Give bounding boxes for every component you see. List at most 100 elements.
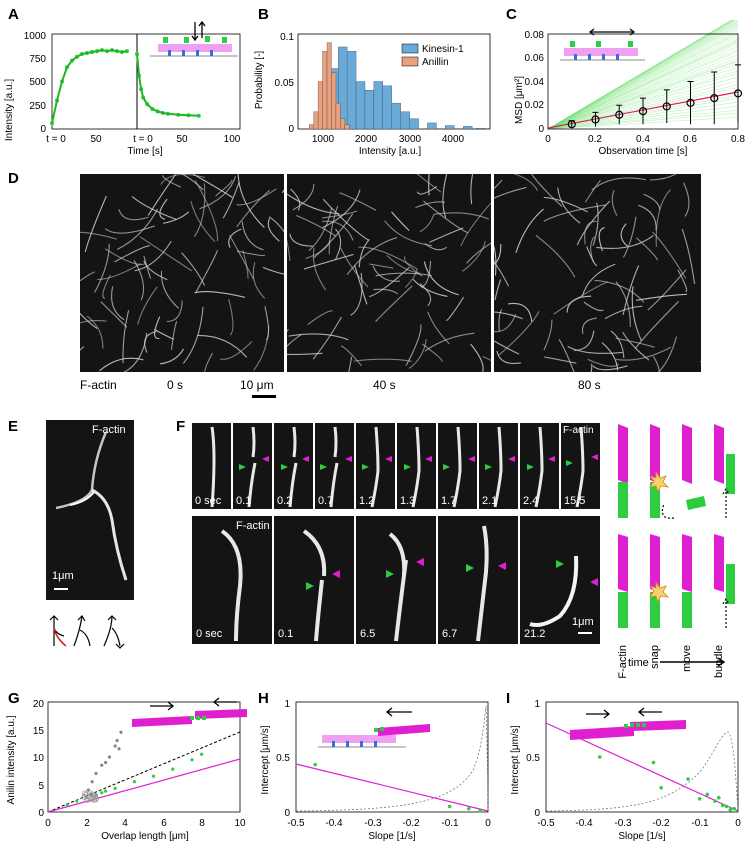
- i-point: [705, 792, 710, 797]
- a-ytick: 250: [29, 101, 46, 112]
- filament: [288, 333, 349, 341]
- f-top-frame: 0 sec: [192, 423, 231, 509]
- filament: [424, 242, 448, 251]
- filament: [237, 174, 265, 228]
- b-bar: [409, 118, 419, 130]
- f-schem-actin: [714, 424, 724, 484]
- c-trace: [547, 20, 734, 130]
- f-top-time: 1.7: [441, 495, 457, 507]
- f-bottom-frame: 0.1: [274, 516, 354, 644]
- filament: [181, 252, 206, 286]
- filament: [143, 260, 168, 281]
- filament: [375, 285, 413, 322]
- filament: [386, 254, 421, 274]
- g-point: [104, 789, 108, 793]
- f-schem-actin: [650, 534, 660, 592]
- filament: [262, 266, 284, 275]
- b-legend-kinesin: Kinesin-1: [422, 44, 464, 55]
- filament: [163, 211, 190, 224]
- f-top-time: 2.1: [482, 495, 498, 507]
- filament: [557, 187, 581, 224]
- b-ytick: 0.1: [280, 32, 294, 43]
- filament: [354, 265, 368, 305]
- filament: [592, 365, 628, 371]
- panel-letter-h: H: [258, 690, 269, 707]
- filament: [681, 228, 696, 285]
- filament: [424, 332, 475, 352]
- a-xtick: 100: [224, 134, 241, 145]
- c-trace: [547, 41, 739, 130]
- filament: [466, 242, 491, 264]
- filament: [419, 283, 432, 307]
- filament: [652, 356, 661, 372]
- i-point: [686, 777, 690, 781]
- f-top-time: 0.2: [277, 495, 293, 507]
- filament: [496, 350, 522, 364]
- g-point: [100, 791, 104, 795]
- filament: [197, 334, 248, 358]
- b-bar: [400, 111, 410, 130]
- filament: [358, 238, 370, 268]
- g-point-gray: [113, 744, 117, 748]
- filament: [683, 182, 690, 217]
- f-snap-star-icon: [648, 580, 670, 604]
- filament: [373, 288, 399, 295]
- filament: [553, 281, 609, 315]
- c-ytick: 0.02: [525, 100, 545, 111]
- filament: [620, 223, 629, 247]
- c-ytick: 0.08: [525, 30, 545, 41]
- filament: [590, 363, 593, 372]
- h-xtick: 0: [485, 818, 491, 829]
- f-top-frame: 0.2: [274, 423, 313, 509]
- panel-letter-f: F: [176, 418, 186, 435]
- c-trace: [547, 20, 739, 130]
- b-xtick: 3000: [399, 134, 422, 145]
- filament: [194, 180, 219, 242]
- c-ytick: 0.06: [525, 53, 545, 64]
- c-trace: [547, 46, 739, 130]
- f-top-time: 15.5: [564, 495, 586, 507]
- c-trace: [547, 38, 739, 130]
- filament: [460, 202, 491, 247]
- b-bar: [322, 51, 328, 130]
- filament: [292, 183, 315, 211]
- e-scalebar-label: 1μm: [52, 570, 74, 582]
- filament: [615, 281, 631, 328]
- i-point: [659, 786, 663, 790]
- filament: [139, 236, 192, 272]
- c-trace: [547, 40, 739, 130]
- filament: [111, 286, 125, 321]
- c-trace: [547, 25, 739, 130]
- filament: [416, 185, 438, 195]
- i-point: [597, 755, 602, 759]
- c-trace: [547, 49, 739, 130]
- filament: [442, 174, 448, 218]
- filament: [160, 270, 180, 309]
- filament: [404, 268, 418, 289]
- filament: [583, 301, 604, 312]
- e-branch-schematic-icon: [49, 615, 125, 649]
- filament: [419, 213, 435, 233]
- filament: [515, 208, 544, 253]
- c-trace: [547, 23, 739, 130]
- i-point: [713, 799, 717, 803]
- i-schematic-icon: [570, 707, 686, 740]
- filament: [228, 299, 234, 336]
- filament: [573, 330, 595, 351]
- g-point-gray: [100, 763, 104, 767]
- g-xtick: 4: [122, 818, 128, 829]
- b-legend: Kinesin-1 Anillin: [401, 43, 464, 68]
- f-schem-actin-green: [650, 482, 660, 518]
- b-bar: [331, 72, 337, 130]
- filament: [312, 316, 342, 360]
- filament: [587, 358, 620, 367]
- b-bar: [326, 42, 332, 130]
- c-ytick: 0: [538, 124, 544, 135]
- filament: [348, 356, 353, 372]
- filament: [584, 179, 601, 203]
- filament: [416, 174, 442, 193]
- d-time-40: 40 s: [373, 378, 396, 392]
- e-scalebar: [54, 588, 68, 590]
- filament: [375, 272, 432, 277]
- f-bottom-frame: 6.5: [356, 516, 436, 644]
